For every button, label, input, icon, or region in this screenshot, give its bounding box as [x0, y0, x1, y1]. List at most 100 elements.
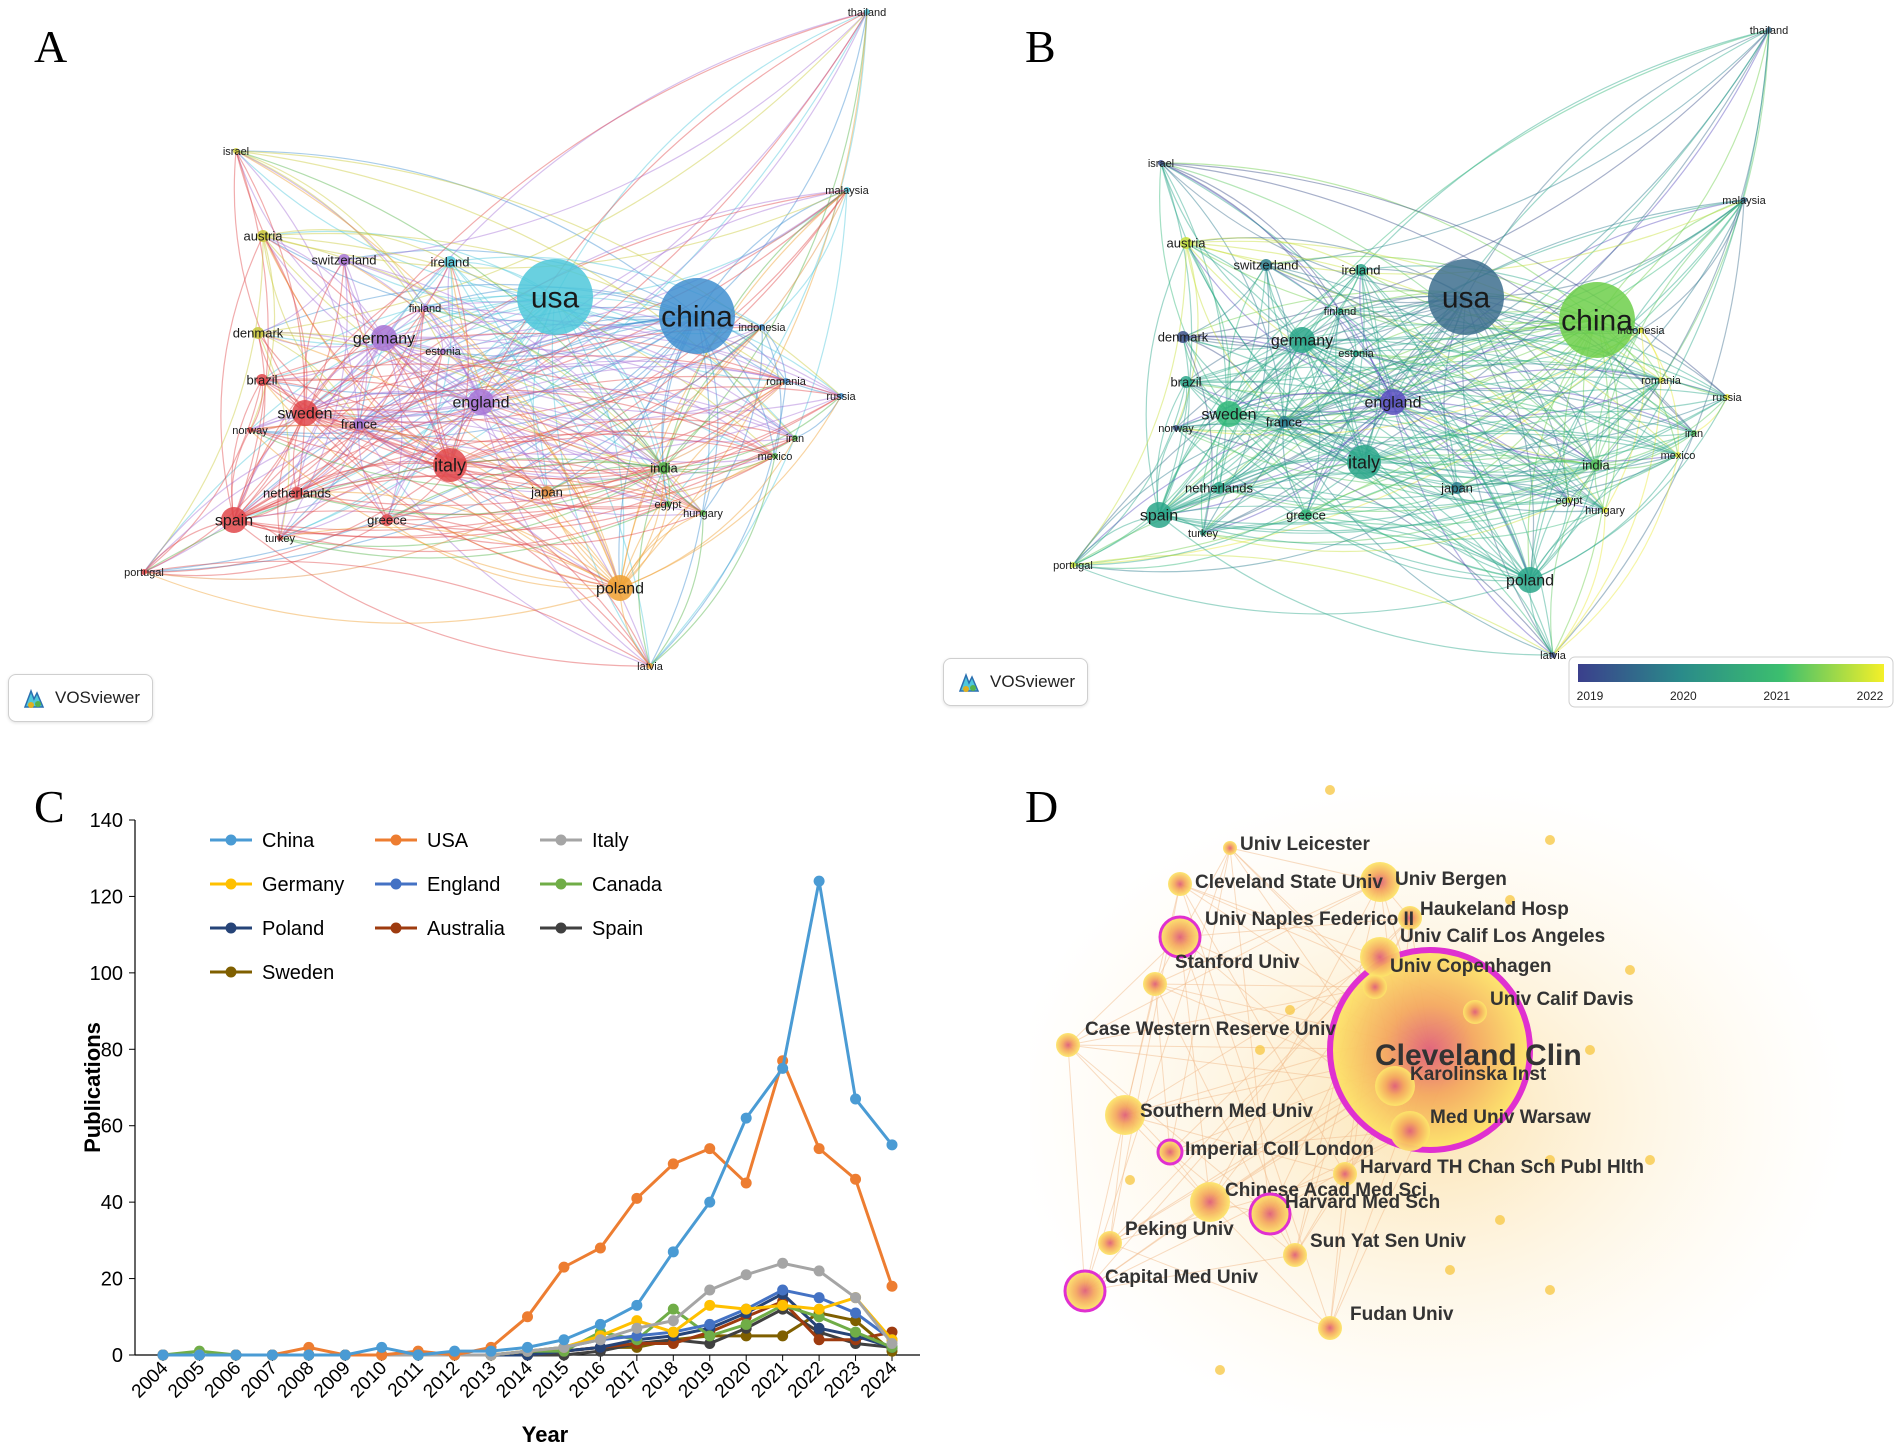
- data-point[interactable]: [558, 1261, 570, 1273]
- data-point[interactable]: [522, 1311, 533, 1323]
- data-point[interactable]: [412, 1349, 424, 1361]
- node-denmark[interactable]: [1177, 331, 1189, 343]
- data-point[interactable]: [777, 1284, 789, 1296]
- institution-node[interactable]: Stanford Univ: [1143, 952, 1300, 996]
- node-iran[interactable]: [792, 435, 798, 441]
- node-hungary[interactable]: [700, 510, 706, 516]
- data-point[interactable]: [777, 1257, 789, 1269]
- node-latvia[interactable]: [647, 663, 653, 669]
- data-point[interactable]: [740, 1318, 752, 1330]
- data-point[interactable]: [157, 1349, 169, 1361]
- institution-node[interactable]: Imperial Coll London: [1156, 1138, 1374, 1166]
- institution-node[interactable]: Capital Med Univ: [1063, 1267, 1259, 1313]
- data-point[interactable]: [704, 1318, 716, 1330]
- data-point[interactable]: [813, 1311, 825, 1323]
- data-point[interactable]: [704, 1330, 716, 1342]
- data-point[interactable]: [813, 1265, 825, 1277]
- node-romania[interactable]: [1658, 377, 1664, 383]
- node-poland[interactable]: [1517, 567, 1543, 593]
- data-point[interactable]: [485, 1345, 497, 1357]
- data-point[interactable]: [594, 1242, 606, 1254]
- node-norway[interactable]: [1173, 425, 1179, 431]
- node-egypt[interactable]: [1566, 497, 1572, 503]
- data-point[interactable]: [631, 1322, 643, 1334]
- institution-node[interactable]: Univ Bergen: [1360, 862, 1507, 902]
- node-iran[interactable]: [1691, 430, 1697, 436]
- node-spain[interactable]: [1146, 502, 1172, 528]
- node-france[interactable]: [1278, 416, 1290, 428]
- data-point[interactable]: [813, 875, 825, 887]
- data-point[interactable]: [631, 1192, 643, 1204]
- data-point[interactable]: [631, 1299, 643, 1311]
- node-estonia[interactable]: [440, 348, 446, 354]
- data-point[interactable]: [667, 1303, 679, 1315]
- node-germany[interactable]: [371, 325, 397, 351]
- node-finland[interactable]: [422, 305, 428, 311]
- data-point[interactable]: [303, 1341, 315, 1353]
- data-point[interactable]: [667, 1326, 679, 1338]
- data-point[interactable]: [740, 1303, 752, 1315]
- node-hungary[interactable]: [1602, 507, 1608, 513]
- node-portugal[interactable]: [141, 569, 147, 575]
- data-point[interactable]: [667, 1246, 679, 1258]
- node-italy[interactable]: [433, 448, 467, 482]
- data-point[interactable]: [704, 1143, 716, 1155]
- node-denmark[interactable]: [252, 327, 264, 339]
- data-point[interactable]: [704, 1338, 716, 1350]
- node-greece[interactable]: [381, 514, 393, 526]
- node-thailand[interactable]: [1766, 27, 1772, 33]
- node-egypt[interactable]: [665, 501, 671, 507]
- data-point[interactable]: [777, 1330, 789, 1342]
- data-point[interactable]: [558, 1341, 570, 1353]
- data-point[interactable]: [449, 1345, 461, 1357]
- data-point[interactable]: [740, 1330, 752, 1342]
- data-point[interactable]: [303, 1349, 315, 1361]
- institution-node[interactable]: Univ Calif Davis: [1463, 989, 1634, 1024]
- data-point[interactable]: [704, 1284, 716, 1296]
- node-israel[interactable]: [233, 148, 239, 154]
- institution-node[interactable]: Karolinska Inst: [1375, 1064, 1547, 1106]
- data-point[interactable]: [376, 1341, 388, 1353]
- institution-node[interactable]: Med Univ Warsaw: [1390, 1107, 1591, 1151]
- node-austria[interactable]: [257, 230, 269, 242]
- node-thailand[interactable]: [864, 9, 870, 15]
- data-point[interactable]: [886, 1338, 898, 1350]
- data-point[interactable]: [558, 1334, 570, 1346]
- node-indonesia[interactable]: [1638, 327, 1644, 333]
- node-malaysia[interactable]: [844, 187, 850, 193]
- node-india[interactable]: [658, 462, 670, 474]
- node-indonesia[interactable]: [759, 324, 765, 330]
- data-point[interactable]: [266, 1349, 278, 1361]
- node-malaysia[interactable]: [1741, 197, 1747, 203]
- data-point[interactable]: [813, 1322, 825, 1334]
- institution-node[interactable]: Haukeland Hosp: [1398, 899, 1569, 930]
- data-point[interactable]: [850, 1307, 862, 1319]
- node-france[interactable]: [353, 418, 365, 430]
- data-point[interactable]: [850, 1093, 862, 1105]
- data-point[interactable]: [594, 1334, 606, 1346]
- node-usa[interactable]: [517, 259, 593, 335]
- data-point[interactable]: [777, 1299, 789, 1311]
- data-point[interactable]: [667, 1158, 679, 1170]
- node-brazil[interactable]: [1180, 376, 1192, 388]
- data-point[interactable]: [886, 1139, 898, 1151]
- node-romania[interactable]: [783, 378, 789, 384]
- data-point[interactable]: [230, 1349, 242, 1361]
- node-greece[interactable]: [1300, 509, 1312, 521]
- node-netherlands[interactable]: [291, 487, 303, 499]
- node-estonia[interactable]: [1353, 350, 1359, 356]
- data-point[interactable]: [193, 1349, 205, 1361]
- node-china[interactable]: [659, 278, 735, 354]
- institution-node[interactable]: Harvard TH Chan Sch Publ Hlth: [1333, 1157, 1644, 1186]
- data-point[interactable]: [813, 1143, 825, 1155]
- node-germany[interactable]: [1289, 327, 1315, 353]
- institution-node[interactable]: Univ Copenhagen: [1363, 956, 1552, 999]
- data-point[interactable]: [594, 1341, 606, 1353]
- data-point[interactable]: [740, 1112, 752, 1124]
- node-sweden[interactable]: [1216, 401, 1242, 427]
- node-mexico[interactable]: [1675, 452, 1681, 458]
- data-point[interactable]: [850, 1173, 862, 1185]
- node-israel[interactable]: [1158, 160, 1164, 166]
- data-point[interactable]: [594, 1318, 606, 1330]
- data-point[interactable]: [667, 1338, 679, 1350]
